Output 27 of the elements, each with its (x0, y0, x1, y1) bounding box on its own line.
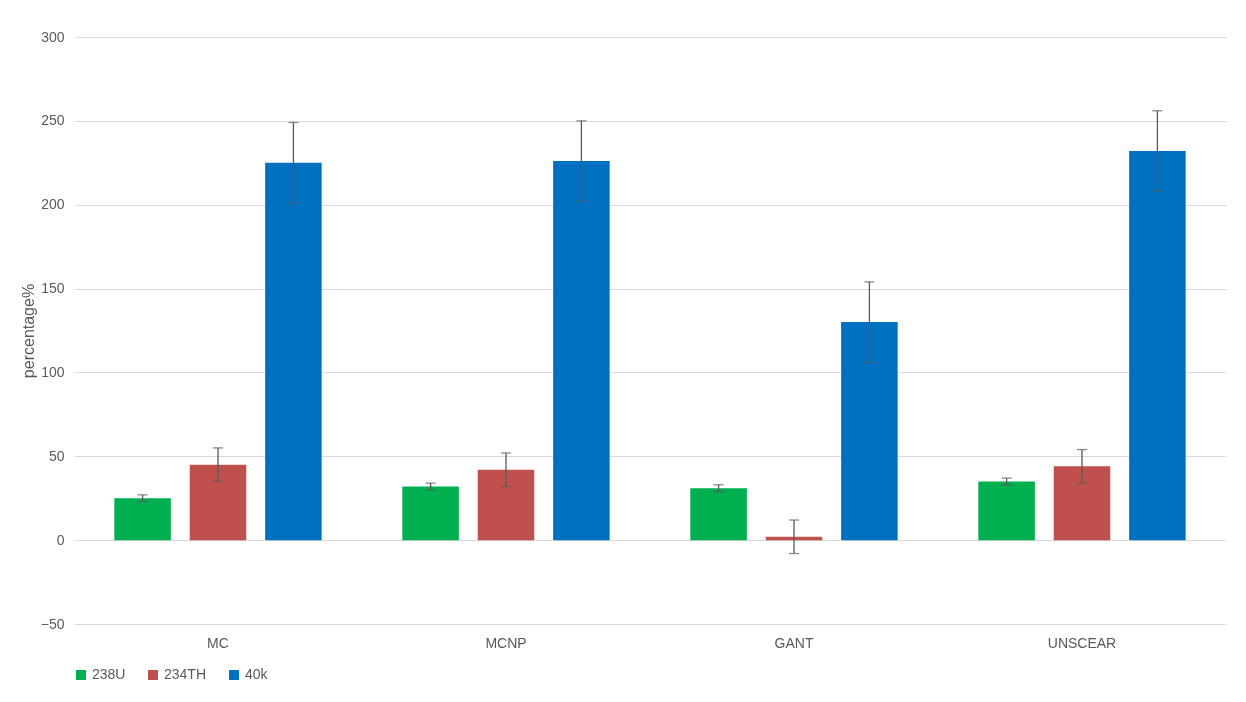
x-tick-label: UNSCEAR (1047, 634, 1117, 651)
bar (1129, 151, 1186, 541)
y-tick-label: −50 (40, 615, 65, 632)
y-tick-label: 50 (48, 447, 65, 464)
bar (189, 464, 247, 541)
legend-label: 234TH (164, 666, 207, 682)
bar (477, 469, 535, 541)
bar (265, 162, 322, 541)
y-axis-title: percentage% (19, 283, 37, 379)
y-tick-label: 100 (41, 363, 65, 380)
x-tick-label: GANT (774, 634, 814, 651)
y-tick-label: 150 (41, 280, 65, 297)
bar (690, 488, 747, 541)
y-tick-label: 200 (41, 196, 65, 213)
y-tick-label: 250 (41, 112, 65, 129)
legend-label: 238U (92, 666, 126, 682)
x-tick-label: MC (207, 634, 229, 651)
bar (1053, 466, 1111, 541)
y-tick-label: 300 (41, 28, 65, 45)
bar (553, 161, 610, 541)
bar (402, 486, 459, 541)
legend-label: 40k (245, 666, 269, 682)
bar (114, 498, 171, 541)
bar (841, 322, 898, 541)
x-tick-label: MCNP (485, 634, 527, 651)
bar (978, 481, 1035, 541)
y-tick-label: 0 (56, 531, 65, 548)
